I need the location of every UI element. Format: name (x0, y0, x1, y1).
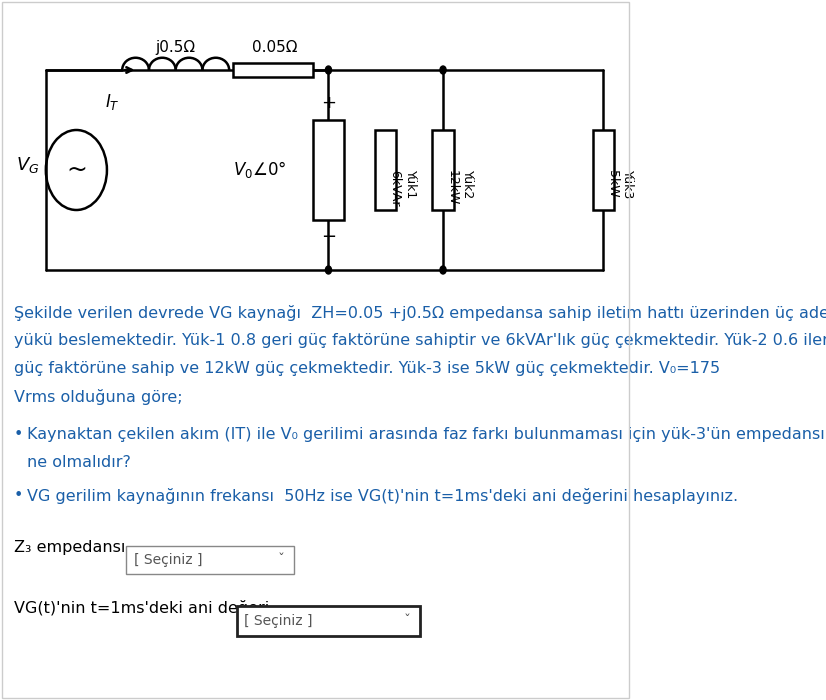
Text: Vrms olduğuna göre;: Vrms olduğuna göre; (14, 389, 183, 405)
Text: ˇ: ˇ (404, 614, 411, 628)
Text: •: • (14, 488, 23, 503)
Text: ne olmalıdır?: ne olmalıdır? (26, 455, 131, 470)
FancyBboxPatch shape (237, 606, 420, 636)
Text: [ Seçiniz ]: [ Seçiniz ] (134, 553, 202, 567)
Text: ~: ~ (66, 158, 87, 182)
Circle shape (325, 66, 331, 74)
FancyBboxPatch shape (432, 130, 453, 210)
Text: Şekilde verilen devrede VG kaynağı  ZH=0.05 +j0.5Ω empedansa sahip iletim hattı : Şekilde verilen devrede VG kaynağı ZH=0.… (14, 305, 826, 321)
Circle shape (440, 66, 446, 74)
Text: •: • (14, 427, 23, 442)
Text: $I_T$: $I_T$ (105, 92, 120, 112)
FancyBboxPatch shape (375, 130, 396, 210)
Text: Yük1
6kVAr: Yük1 6kVAr (388, 170, 416, 206)
Text: Kaynaktan çekilen akım (IT) ile V₀ gerilimi arasında faz farkı bulunmaması için : Kaynaktan çekilen akım (IT) ile V₀ geril… (26, 427, 824, 442)
FancyBboxPatch shape (233, 63, 313, 77)
Text: güç faktörüne sahip ve 12kW güç çekmektedir. Yük-3 ise 5kW güç çekmektedir. V₀=1: güç faktörüne sahip ve 12kW güç çekmekte… (14, 361, 720, 376)
Text: +: + (321, 94, 336, 112)
Text: VG gerilim kaynağının frekansı  50Hz ise VG(t)'nin t=1ms'deki ani değerini hesap: VG gerilim kaynağının frekansı 50Hz ise … (26, 488, 738, 504)
Text: ˇ: ˇ (278, 553, 285, 567)
Text: $V_G$: $V_G$ (17, 155, 40, 175)
Text: Z₃ empedansı: Z₃ empedansı (14, 540, 125, 555)
Text: 0.05Ω: 0.05Ω (252, 40, 297, 55)
Text: −: − (320, 228, 336, 246)
Text: Yük3
5kW: Yük3 5kW (606, 170, 634, 199)
Text: Yük2
12kW: Yük2 12kW (446, 170, 474, 205)
Circle shape (325, 266, 331, 274)
FancyBboxPatch shape (126, 546, 294, 574)
Text: $V_0\angle 0°$: $V_0\angle 0°$ (233, 160, 287, 181)
Text: j0.5Ω: j0.5Ω (155, 40, 196, 55)
Text: yükü beslemektedir. Yük-1 0.8 geri güç faktörüne sahiptir ve 6kVAr'lık güç çekme: yükü beslemektedir. Yük-1 0.8 geri güç f… (14, 333, 826, 348)
Circle shape (440, 266, 446, 274)
Text: VG(t)'nin t=1ms'deki ani değeri: VG(t)'nin t=1ms'deki ani değeri (14, 600, 269, 616)
FancyBboxPatch shape (313, 120, 344, 220)
Text: [ Seçiniz ]: [ Seçiniz ] (244, 614, 313, 628)
FancyBboxPatch shape (593, 130, 615, 210)
